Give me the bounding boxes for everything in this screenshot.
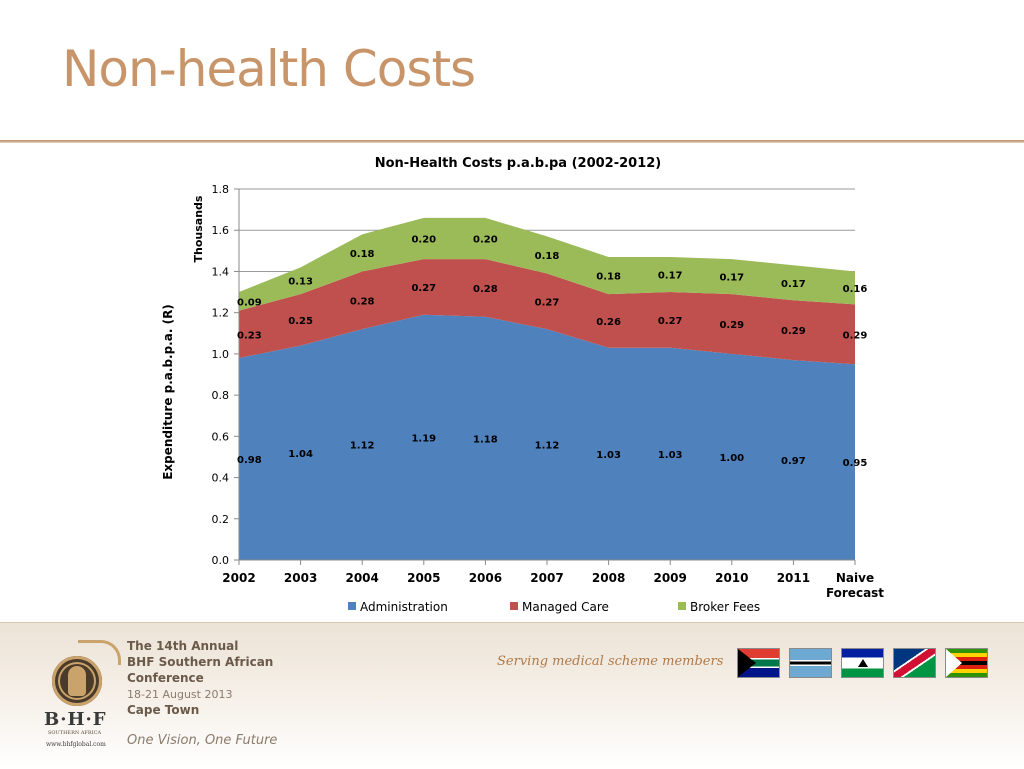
footer-slogan: Serving medical scheme members xyxy=(497,654,724,669)
x-tick-label: 2002 xyxy=(222,571,255,585)
data-label: 0.17 xyxy=(719,273,744,284)
footer-band xyxy=(0,622,1024,769)
bhf-logo-subtitle: SOUTHERN AFRICA xyxy=(48,730,102,736)
data-label: 0.20 xyxy=(411,234,436,245)
data-label: 0.27 xyxy=(535,297,560,308)
data-label: 0.29 xyxy=(843,330,868,341)
x-tick-label: 2004 xyxy=(345,571,378,585)
y-tick-label: 0.0 xyxy=(212,554,230,567)
data-label: 0.29 xyxy=(719,320,744,331)
legend-swatch xyxy=(678,602,686,610)
y-tick-label: 0.8 xyxy=(212,389,230,402)
data-label: 0.18 xyxy=(535,251,560,262)
conference-dates: 18-21 August 2013 xyxy=(127,688,233,701)
y-tick-label: 1.2 xyxy=(212,307,230,320)
x-tick-label: 2010 xyxy=(715,571,748,585)
legend: Administration Managed Care Broker Fees xyxy=(348,600,760,614)
x-tick-label: 2003 xyxy=(284,571,317,585)
y-tick-label: 1.6 xyxy=(212,224,230,237)
data-label: 0.20 xyxy=(473,234,498,245)
conference-city: Cape Town xyxy=(127,703,200,717)
x-tick-label: 2008 xyxy=(592,571,625,585)
data-label: 0.95 xyxy=(843,458,868,469)
y-tick-label: 1.0 xyxy=(212,348,230,361)
chart-title: Non-Health Costs p.a.b.pa (2002-2012) xyxy=(375,156,662,171)
slide-title: Non-health Costs xyxy=(62,40,476,98)
lesotho-flag xyxy=(842,649,883,677)
data-label: 1.00 xyxy=(719,453,744,464)
area-series-layer xyxy=(239,217,855,560)
x-tick-label: Naive Forecast xyxy=(826,571,884,600)
conference-line-1: The 14th Annual xyxy=(127,639,239,653)
data-label: 0.18 xyxy=(350,249,375,260)
conference-tagline: One Vision, One Future xyxy=(127,733,278,748)
area-series-administration xyxy=(239,314,855,560)
data-label: 0.23 xyxy=(237,330,262,341)
axes: 0.0 0.2 0.4 0.6 0.8 1.0 1.2 1.4 1.6 1.8 2002 2003 20… xyxy=(212,183,885,600)
bhf-logo-text: B·H·F xyxy=(44,709,107,730)
data-label: 0.18 xyxy=(596,272,621,283)
data-label: 0.28 xyxy=(473,284,498,295)
data-label: 1.18 xyxy=(473,434,498,445)
legend-label: Administration xyxy=(360,600,448,614)
data-label: 0.17 xyxy=(781,279,806,290)
data-label: 0.25 xyxy=(288,316,313,327)
stacked-area-chart: Non-Health Costs p.a.b.pa (2002-2012) Th… xyxy=(161,156,885,614)
x-tick-label: 2011 xyxy=(777,571,810,585)
data-labels: 0.98 1.04 1.12 1.19 1.18 1.12 1.03 1.03 1.00 0.97… xyxy=(237,234,867,469)
y-tick-label: 0.4 xyxy=(212,472,230,485)
y-axis-title: Expenditure p.a.b.p.a. (R) xyxy=(161,304,175,480)
data-label: 1.12 xyxy=(535,441,560,452)
y-tick-label: 0.2 xyxy=(212,513,230,526)
data-label: 0.28 xyxy=(350,296,375,307)
x-tick-label: 2006 xyxy=(469,571,502,585)
data-label: 0.17 xyxy=(658,271,683,282)
data-label: 0.27 xyxy=(411,283,436,294)
legend-swatch xyxy=(348,602,356,610)
namibia-flag xyxy=(894,649,935,677)
x-tick-label: 2005 xyxy=(407,571,440,585)
y-tick-label: 1.8 xyxy=(212,183,230,196)
conference-line-2: BHF Southern African xyxy=(127,655,274,669)
logo-arc xyxy=(78,640,121,665)
south-africa-flag xyxy=(738,649,779,677)
data-label: 0.97 xyxy=(781,456,806,467)
conference-line-3: Conference xyxy=(127,671,204,685)
data-label: 0.27 xyxy=(658,316,683,327)
data-label: 0.26 xyxy=(596,317,621,328)
botswana-flag xyxy=(790,649,831,677)
y-axis-units-label: Thousands xyxy=(192,195,205,262)
zimbabwe-flag xyxy=(946,649,987,677)
legend-label: Managed Care xyxy=(522,600,609,614)
data-label: 1.03 xyxy=(596,450,621,461)
data-label: 0.29 xyxy=(781,326,806,337)
data-label: 0.98 xyxy=(237,455,262,466)
title-divider xyxy=(0,140,1024,143)
data-label: 1.04 xyxy=(288,449,313,460)
x-tick-label: 2007 xyxy=(530,571,563,585)
x-tick-label: 2009 xyxy=(653,571,686,585)
data-label: 1.03 xyxy=(658,450,683,461)
legend-swatch xyxy=(510,602,518,610)
data-label: 1.12 xyxy=(350,441,375,452)
area-series-broker-fees xyxy=(239,217,855,311)
bhf-seal-logo xyxy=(52,656,102,706)
y-tick-label: 0.6 xyxy=(212,430,230,443)
data-label: 0.09 xyxy=(237,297,262,308)
area-series-managed-care xyxy=(239,259,855,365)
y-tick-label: 1.4 xyxy=(212,265,230,278)
data-label: 0.13 xyxy=(288,277,313,288)
bhf-url: www.bhfglobal.com xyxy=(46,741,106,748)
data-label: 1.19 xyxy=(411,433,436,444)
legend-label: Broker Fees xyxy=(690,600,760,614)
data-label: 0.16 xyxy=(843,284,868,295)
